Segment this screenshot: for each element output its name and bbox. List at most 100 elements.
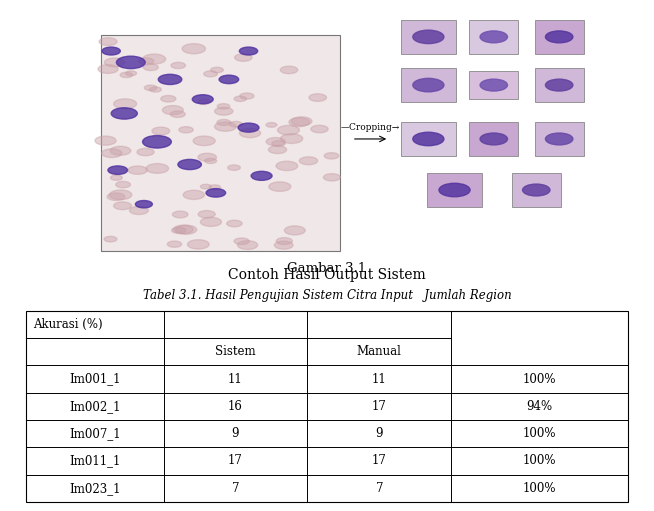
Circle shape bbox=[545, 133, 573, 145]
Bar bbox=[400, 20, 456, 54]
Text: 100%: 100% bbox=[523, 373, 557, 386]
Circle shape bbox=[240, 93, 254, 99]
Circle shape bbox=[309, 94, 326, 101]
Text: Manual: Manual bbox=[357, 345, 402, 358]
Circle shape bbox=[116, 181, 131, 188]
Circle shape bbox=[413, 78, 444, 92]
Circle shape bbox=[234, 238, 249, 244]
Bar bbox=[535, 122, 583, 156]
Bar bbox=[26, 311, 628, 502]
Circle shape bbox=[480, 133, 508, 145]
Circle shape bbox=[95, 136, 116, 145]
Circle shape bbox=[198, 100, 210, 105]
Circle shape bbox=[219, 75, 239, 84]
Circle shape bbox=[209, 185, 220, 190]
Circle shape bbox=[439, 183, 470, 197]
Circle shape bbox=[109, 190, 132, 200]
Circle shape bbox=[206, 189, 226, 197]
Text: Akurasi (%): Akurasi (%) bbox=[33, 318, 102, 331]
Circle shape bbox=[228, 165, 241, 170]
Circle shape bbox=[205, 158, 216, 164]
Circle shape bbox=[129, 206, 148, 215]
Bar bbox=[101, 35, 340, 251]
Circle shape bbox=[215, 107, 233, 115]
Circle shape bbox=[230, 122, 243, 127]
Circle shape bbox=[211, 67, 224, 73]
Circle shape bbox=[143, 54, 165, 64]
Circle shape bbox=[266, 137, 285, 146]
Circle shape bbox=[480, 31, 508, 43]
Circle shape bbox=[291, 117, 312, 126]
Circle shape bbox=[237, 241, 258, 249]
Text: 100%: 100% bbox=[523, 454, 557, 468]
Circle shape bbox=[300, 157, 318, 165]
Circle shape bbox=[183, 190, 205, 199]
Text: Im011_1: Im011_1 bbox=[69, 454, 120, 468]
Circle shape bbox=[120, 72, 133, 78]
Text: —Cropping→: —Cropping→ bbox=[341, 123, 400, 132]
Circle shape bbox=[480, 79, 508, 91]
Circle shape bbox=[198, 153, 216, 161]
Circle shape bbox=[176, 225, 197, 234]
Bar bbox=[470, 122, 518, 156]
Circle shape bbox=[251, 171, 272, 180]
Bar bbox=[426, 173, 482, 207]
Circle shape bbox=[110, 146, 131, 155]
Text: Im007_1: Im007_1 bbox=[69, 427, 120, 440]
Text: 9: 9 bbox=[375, 427, 383, 440]
Text: Sistem: Sistem bbox=[215, 345, 256, 358]
Text: 17: 17 bbox=[372, 400, 387, 413]
Text: 11: 11 bbox=[372, 373, 387, 386]
Circle shape bbox=[104, 236, 117, 242]
Circle shape bbox=[239, 128, 261, 137]
Text: Gambar 3.1: Gambar 3.1 bbox=[287, 262, 367, 274]
Bar bbox=[470, 71, 518, 99]
Circle shape bbox=[108, 166, 128, 174]
Circle shape bbox=[114, 99, 137, 109]
Text: 17: 17 bbox=[372, 454, 387, 468]
Circle shape bbox=[324, 174, 340, 181]
Text: 17: 17 bbox=[228, 454, 243, 468]
Circle shape bbox=[545, 79, 573, 91]
Circle shape bbox=[107, 193, 125, 200]
Text: 100%: 100% bbox=[523, 427, 557, 440]
Circle shape bbox=[161, 96, 176, 102]
Text: 7: 7 bbox=[375, 482, 383, 495]
Circle shape bbox=[217, 104, 230, 109]
Circle shape bbox=[150, 87, 162, 92]
Circle shape bbox=[413, 132, 444, 146]
Circle shape bbox=[114, 202, 131, 210]
Text: 7: 7 bbox=[232, 482, 239, 495]
Circle shape bbox=[111, 175, 122, 180]
Circle shape bbox=[178, 159, 201, 170]
Text: Im001_1: Im001_1 bbox=[69, 373, 120, 386]
Circle shape bbox=[182, 43, 205, 54]
Circle shape bbox=[192, 95, 213, 104]
Circle shape bbox=[203, 71, 218, 77]
Circle shape bbox=[102, 47, 120, 55]
Circle shape bbox=[126, 71, 137, 76]
Text: Im023_1: Im023_1 bbox=[69, 482, 120, 495]
Circle shape bbox=[276, 238, 292, 245]
Circle shape bbox=[105, 58, 125, 67]
Bar bbox=[535, 68, 583, 102]
Circle shape bbox=[137, 148, 154, 156]
Text: Tabel 3.1. Hasil Pengujian Sistem Citra Input   Jumlah Region: Tabel 3.1. Hasil Pengujian Sistem Citra … bbox=[143, 289, 511, 303]
Bar bbox=[511, 173, 560, 207]
Circle shape bbox=[158, 74, 182, 84]
Circle shape bbox=[111, 108, 137, 119]
Bar bbox=[470, 20, 518, 54]
Circle shape bbox=[281, 66, 298, 74]
Circle shape bbox=[99, 38, 117, 45]
Circle shape bbox=[227, 220, 242, 227]
Circle shape bbox=[171, 62, 186, 68]
Circle shape bbox=[269, 182, 291, 192]
Circle shape bbox=[98, 65, 118, 74]
Text: 94%: 94% bbox=[526, 400, 553, 413]
Circle shape bbox=[266, 123, 277, 127]
Circle shape bbox=[152, 127, 170, 135]
Circle shape bbox=[274, 241, 293, 249]
Circle shape bbox=[198, 211, 215, 218]
Circle shape bbox=[101, 149, 122, 157]
Bar bbox=[400, 122, 456, 156]
